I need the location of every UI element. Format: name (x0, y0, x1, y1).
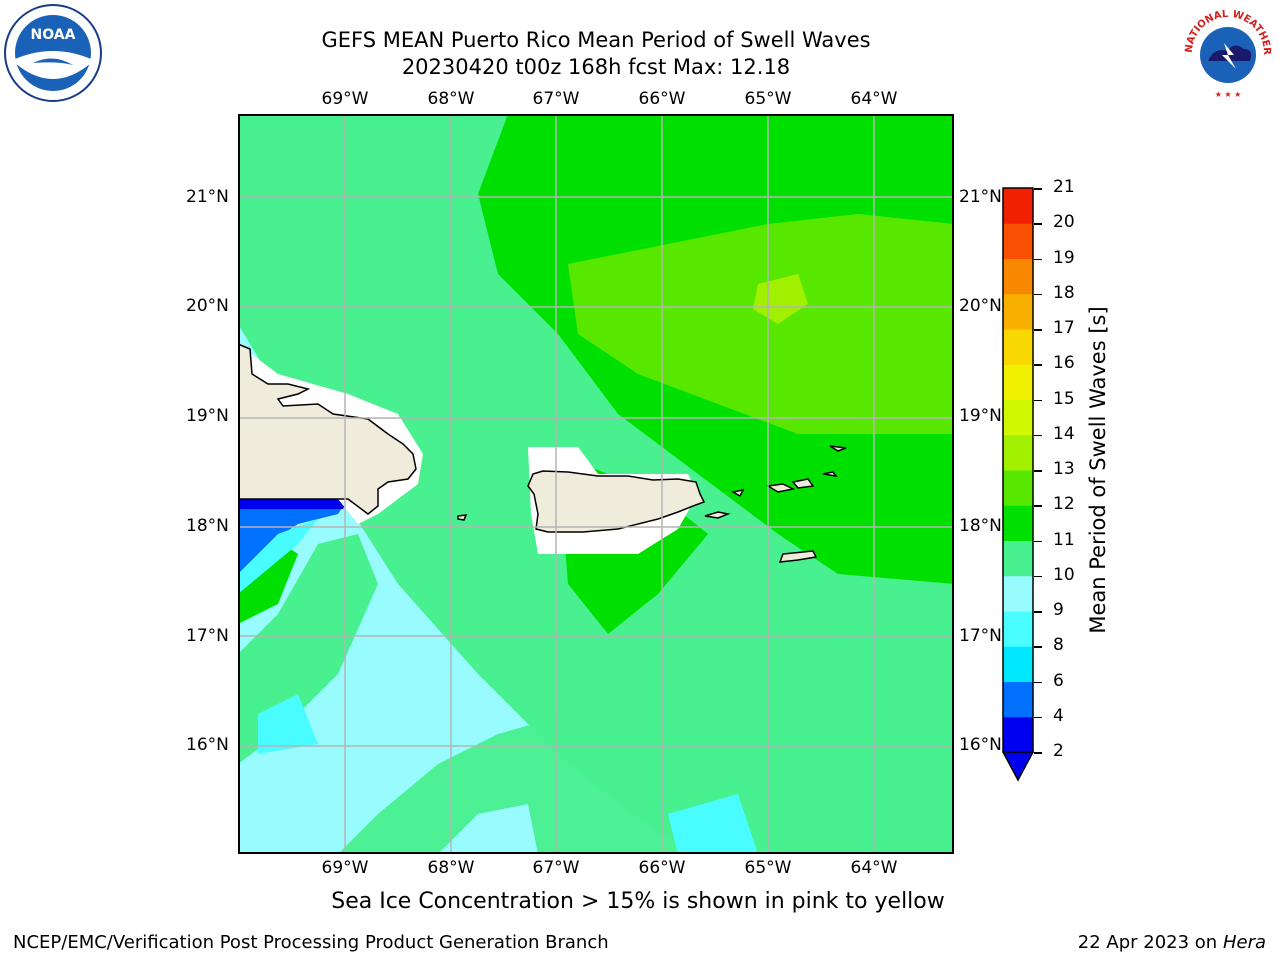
lat-label: 18°N (186, 516, 229, 536)
colorbar-tick-mark (1034, 646, 1042, 648)
colorbar-segment (1003, 223, 1033, 259)
colorbar-tick-label: 6 (1053, 670, 1064, 691)
colorbar-segment (1003, 470, 1033, 506)
colorbar-tick-label: 19 (1053, 247, 1075, 268)
colorbar (1002, 187, 1035, 782)
colorbar-segment (1003, 716, 1033, 753)
colorbar-title: Mean Period of Swell Waves [s] (1086, 306, 1110, 634)
colorbar-tick-label: 20 (1053, 212, 1075, 233)
colorbar-segment (1003, 575, 1033, 612)
lat-label: 16°N (186, 735, 229, 755)
colorbar-tick-mark (1034, 540, 1042, 542)
colorbar-segment (1003, 611, 1033, 647)
colorbar-segment (1003, 505, 1033, 541)
graticule (238, 114, 954, 854)
colorbar-tick-label: 13 (1053, 459, 1075, 479)
colorbar-tick-label: 12 (1053, 494, 1075, 515)
lon-label: 69°W (321, 858, 369, 878)
colorbar-tick-label: 15 (1053, 388, 1075, 409)
lon-label: 66°W (638, 858, 686, 878)
lon-label: 67°W (532, 858, 580, 878)
lon-label: 64°W (850, 858, 898, 878)
swell-period-map (238, 114, 954, 854)
colorbar-tick-mark (1034, 399, 1042, 401)
colorbar-tick-label: 18 (1053, 282, 1075, 303)
colorbar-tick-mark (1034, 434, 1042, 437)
map-frame (238, 114, 954, 854)
nws-logo: NATIONAL WEATHER SERVICE ★ ★ ★ (1174, 0, 1278, 107)
lat-label: 17°N (959, 626, 1002, 646)
lat-label: 21°N (959, 187, 1002, 207)
lat-label: 19°N (959, 406, 1002, 426)
colorbar-tick-mark (1034, 364, 1042, 366)
noaa-logo: NOAA (3, 3, 103, 107)
colorbar-tick-mark (1034, 505, 1042, 507)
colorbar-tick-mark (1034, 681, 1042, 683)
sea-ice-note: Sea Ice Concentration > 15% is shown in … (331, 889, 945, 914)
colorbar-tick-mark (1034, 329, 1042, 331)
footer-host: Hera (1222, 932, 1266, 953)
colorbar-tick-label: 16 (1053, 353, 1075, 374)
lon-label: 68°W (427, 858, 475, 878)
puerto-rico-coast (527, 470, 706, 533)
footer-date: 22 Apr 2023 on Hera (1078, 932, 1266, 953)
lon-label: 64°W (850, 89, 898, 109)
lon-label: 65°W (744, 89, 792, 109)
land (238, 343, 847, 563)
noaa-logo-text: NOAA (31, 27, 76, 43)
lat-label: 19°N (186, 406, 229, 426)
colorbar-tick-mark (1034, 752, 1042, 754)
lat-label: 21°N (186, 187, 229, 207)
svg-text:★ ★ ★: ★ ★ ★ (1215, 90, 1242, 99)
colorbar-tick-label: 17 (1053, 318, 1075, 338)
lat-label: 17°N (186, 626, 229, 646)
colorbar-extend-arrow (1002, 751, 1035, 782)
lon-label: 68°W (427, 89, 475, 109)
colorbar-tick-mark (1034, 716, 1042, 719)
lon-label: 66°W (638, 89, 686, 109)
colorbar-tick-mark (1034, 223, 1042, 225)
lon-label: 67°W (532, 89, 580, 109)
colorbar-frame (1002, 187, 1034, 753)
colorbar-segment (1003, 364, 1033, 400)
lat-label: 20°N (959, 296, 1002, 316)
lon-label: 69°W (321, 89, 369, 109)
colorbar-tick-label: 8 (1053, 635, 1064, 656)
chart-subtitle: 20230420 t00z 168h fcst Max: 12.18 (401, 55, 791, 79)
lat-label: 16°N (959, 735, 1002, 755)
colorbar-tick-mark (1034, 611, 1042, 613)
colorbar-tick-mark (1034, 188, 1042, 190)
colorbar-segment (1003, 329, 1033, 365)
footer-date-text: 22 Apr 2023 on (1077, 932, 1223, 953)
colorbar-tick-label: 2 (1053, 741, 1064, 761)
colorbar-segment (1003, 293, 1033, 330)
colorbar-segment (1003, 434, 1033, 471)
colorbar-tick-label: 14 (1053, 423, 1075, 444)
colorbar-tick-label: 21 (1053, 177, 1075, 197)
colorbar-segment (1003, 258, 1033, 295)
lon-label: 65°W (744, 858, 792, 878)
colorbar-tick-label: 4 (1053, 705, 1064, 726)
colorbar-segments (1003, 188, 1033, 753)
hispaniola-coast (238, 343, 417, 515)
colorbar-segment (1003, 540, 1033, 577)
lat-label: 18°N (959, 516, 1002, 536)
colorbar-tick-label: 11 (1053, 529, 1075, 550)
chart-title: GEFS MEAN Puerto Rico Mean Period of Swe… (321, 28, 871, 52)
colorbar-segment (1003, 681, 1033, 718)
colorbar-segment (1003, 188, 1033, 224)
colorbar-tick-label: 9 (1053, 600, 1064, 620)
colorbar-tick-mark (1034, 470, 1042, 472)
colorbar-segment (1003, 646, 1033, 682)
colorbar-tick-mark (1034, 258, 1042, 260)
colorbar-segment (1003, 399, 1033, 436)
colorbar-tick-label: 10 (1053, 564, 1075, 585)
colorbar-tick-mark (1034, 575, 1042, 578)
lat-label: 20°N (186, 296, 229, 316)
footer-organization: NCEP/EMC/Verification Post Processing Pr… (13, 932, 609, 953)
colorbar-tick-mark (1034, 293, 1042, 296)
